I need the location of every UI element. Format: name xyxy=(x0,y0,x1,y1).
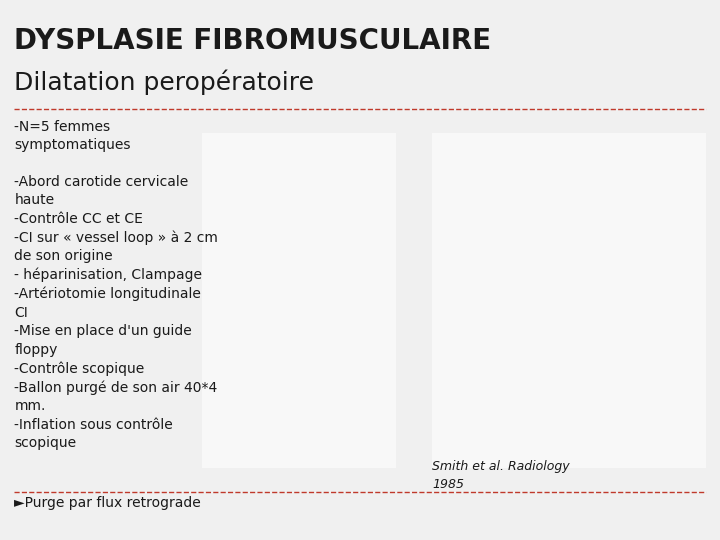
Bar xyxy=(202,133,396,468)
Text: -N=5 femmes
symptomatiques

-Abord carotide cervicale
haute
-Contrôle CC et CE
-: -N=5 femmes symptomatiques -Abord caroti… xyxy=(14,120,218,450)
Text: Dilatation peropératoire: Dilatation peropératoire xyxy=(14,69,315,94)
Text: Smith et al. Radiology
1985: Smith et al. Radiology 1985 xyxy=(432,460,570,491)
Text: DYSPLASIE FIBROMUSCULAIRE: DYSPLASIE FIBROMUSCULAIRE xyxy=(14,26,492,55)
Text: ►Purge par flux retrograde: ►Purge par flux retrograde xyxy=(14,496,201,510)
Bar xyxy=(432,133,706,468)
